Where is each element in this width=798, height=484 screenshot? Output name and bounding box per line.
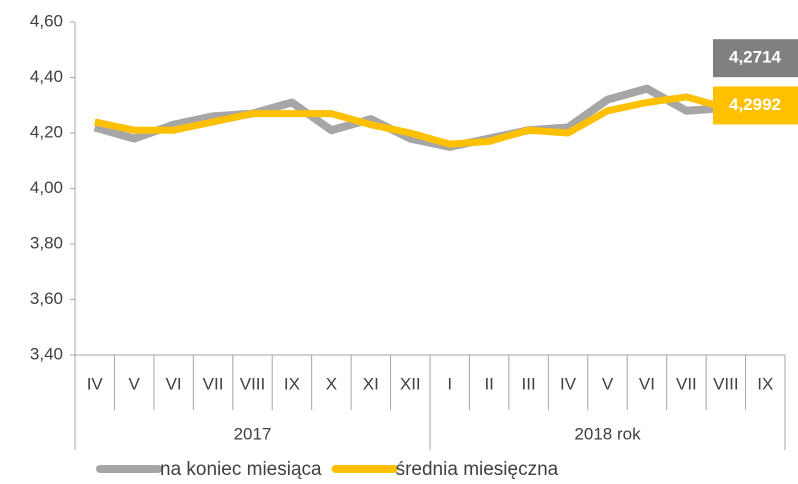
x-tick-label: IX <box>284 374 300 393</box>
value-label: 4,2714 <box>729 48 782 67</box>
y-tick-label: 4,00 <box>30 178 63 197</box>
x-tick-label: VI <box>639 374 655 393</box>
x-tick-label: III <box>522 374 536 393</box>
x-tick-label: VI <box>166 374 182 393</box>
x-tick-label: XII <box>400 374 421 393</box>
y-tick-label: 3,60 <box>30 289 63 308</box>
x-group-label: 2017 <box>234 424 272 443</box>
x-tick-label: V <box>128 374 140 393</box>
x-tick-label: VII <box>203 374 224 393</box>
y-tick-label: 3,40 <box>30 344 63 363</box>
x-tick-label: IX <box>757 374 773 393</box>
x-tick-label: X <box>326 374 337 393</box>
y-tick-label: 4,40 <box>30 67 63 86</box>
x-tick-label: VII <box>676 374 697 393</box>
y-tick-label: 3,80 <box>30 233 63 252</box>
legend-label: na koniec miesiąca <box>160 459 322 480</box>
x-group-label: 2018 rok <box>574 424 641 443</box>
value-label: 4,2992 <box>729 95 781 114</box>
y-tick-label: 4,60 <box>30 11 63 30</box>
legend-label: średnia miesięczna <box>396 459 559 480</box>
x-tick-label: XI <box>363 374 379 393</box>
x-tick-label: V <box>602 374 614 393</box>
x-tick-label: II <box>484 374 493 393</box>
x-tick-label: IV <box>87 374 104 393</box>
chart: 3,403,603,804,004,204,404,60IVVVIVIIVIII… <box>0 0 798 484</box>
y-tick-label: 4,20 <box>30 122 63 141</box>
x-tick-label: I <box>447 374 452 393</box>
x-tick-label: IV <box>560 374 577 393</box>
x-tick-label: VIII <box>713 374 739 393</box>
x-tick-label: VIII <box>240 374 266 393</box>
